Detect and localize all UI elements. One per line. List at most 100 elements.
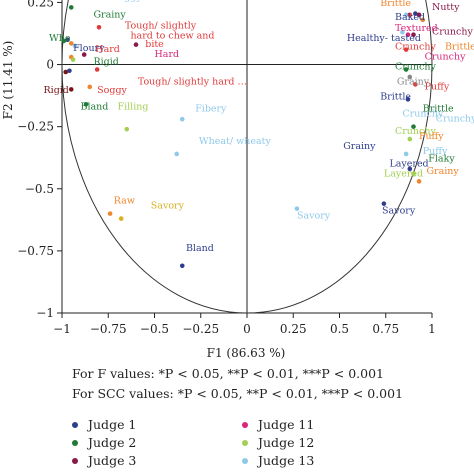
variable-label: Textured — [395, 23, 438, 34]
x-tick-label: 0.25 — [280, 322, 307, 336]
significance-notes: For F values: *P < 0.05, **P < 0.01, ***… — [72, 364, 403, 404]
data-point — [413, 11, 418, 16]
note-f-values: For F values: *P < 0.05, **P < 0.01, ***… — [72, 366, 385, 381]
variable-label: Wheat/ wheaty — [199, 136, 272, 147]
legend-marker — [72, 421, 78, 428]
legend-label: Judge 3 — [88, 453, 137, 468]
x-axis-title: F1 (86.63 %) — [207, 346, 286, 360]
data-point — [407, 166, 413, 172]
data-point — [416, 179, 422, 184]
data-point — [416, 12, 422, 18]
legend-label: Judge 13 — [258, 453, 315, 468]
legend-item-judge-1: Judge 1 — [72, 417, 136, 432]
variable-label: Grainy — [93, 9, 126, 20]
variable-label: Savory — [151, 201, 185, 212]
variable-label: Savory — [382, 206, 416, 217]
variable-label: hard to chew and — [130, 30, 214, 41]
legend-marker — [72, 439, 78, 446]
variable-label: Layered — [384, 168, 423, 179]
variable-label: Crunchy — [432, 27, 473, 38]
legend-label: Judge 2 — [88, 435, 137, 450]
data-point — [405, 32, 411, 38]
variable-label: Rigid — [93, 57, 118, 68]
variable-label: Tough/ slightly hard … — [138, 76, 247, 87]
data-point — [403, 47, 409, 52]
axes-layer — [61, 0, 432, 314]
data-point — [70, 57, 76, 62]
data-point — [403, 67, 409, 72]
data-point — [179, 116, 185, 122]
legend-item-judge-13: Judge 13 — [242, 453, 314, 468]
data-point — [63, 69, 68, 75]
variable-label: Puffy — [419, 131, 444, 142]
variable-label: Tough/ slightly — [125, 21, 197, 32]
variable-label: Healthy- tasted — [347, 33, 421, 44]
data-point — [61, 38, 67, 44]
legend-marker — [242, 421, 248, 428]
y-tick-label: −1 — [36, 306, 54, 320]
data-point — [411, 124, 416, 129]
legend-marker — [72, 457, 78, 464]
y-tick-label: 0.25 — [27, 0, 54, 9]
data-point — [67, 68, 72, 74]
variable-label: Fibery — [195, 104, 227, 115]
variable-label: Brittle — [445, 42, 474, 53]
data-point — [87, 84, 93, 90]
variable-label: Brittle — [423, 104, 454, 115]
data-point — [83, 101, 89, 107]
x-tick-label: 1 — [428, 322, 436, 336]
variable-label: Grainy — [343, 141, 376, 152]
x-tick-label: 0.5 — [330, 322, 349, 336]
y-axis-title: F2 (11.41 %) — [1, 41, 15, 120]
ticks-layer: −1 −0.75 −0.5 −0.25 0 0.25 0.5 0.75 10.250−0.25−… — [17, 0, 436, 336]
variable-label: Floury — [73, 43, 105, 54]
data-point — [411, 171, 416, 177]
variable-label: bite — [145, 39, 164, 50]
data-point — [107, 211, 113, 216]
data-point — [403, 12, 409, 18]
data-point — [400, 29, 405, 35]
variable-label: Hard — [155, 49, 180, 60]
data-point — [174, 151, 179, 157]
data-point — [81, 52, 87, 57]
legend-item-judge-3: Judge 3 — [72, 453, 136, 468]
variable-label: Bland — [81, 101, 109, 112]
x-tick-label: 0.75 — [372, 322, 399, 336]
correlation-circle-plot: HardSolidSoggyGrainyTough/ slightlyhard … — [1, 0, 474, 360]
y-tick-label: −0.75 — [17, 244, 54, 258]
data-point — [179, 263, 185, 269]
data-point — [124, 126, 130, 132]
data-point — [94, 67, 100, 72]
variable-label: Crunchy — [395, 126, 436, 137]
data-point — [407, 12, 413, 18]
variable-label: Rigid — [44, 85, 69, 96]
data-point — [96, 24, 102, 30]
data-point — [68, 41, 74, 46]
variable-label: Raw — [114, 196, 135, 207]
points-layer — [61, 5, 426, 269]
legend-marker — [242, 439, 248, 446]
x-tick-label: −1 — [53, 322, 71, 336]
variable-label: Brittle — [380, 91, 411, 102]
variable-label: Nutty — [432, 2, 460, 13]
data-point — [381, 201, 387, 206]
variable-label: Savory — [297, 211, 331, 222]
x-tick-label: −0.5 — [140, 322, 169, 336]
data-point — [407, 74, 413, 80]
variable-label: Hard — [95, 44, 120, 55]
variable-label: Grainy — [426, 166, 459, 177]
data-point — [72, 43, 78, 49]
y-tick-label: −0.5 — [25, 182, 54, 196]
variable-label: Puffy — [423, 146, 448, 157]
data-point — [411, 32, 416, 38]
variable-label: Crunchy — [425, 52, 466, 63]
variable-label: Crunchy — [436, 114, 474, 125]
variable-label: Grainy — [397, 76, 430, 87]
legend-label: Judge 1 — [88, 417, 137, 432]
x-tick-label: −0.75 — [90, 322, 127, 336]
variable-label: Baked — [395, 12, 425, 23]
variable-label: Crunchy — [402, 109, 443, 120]
data-point — [407, 136, 413, 142]
variable-label: Crunchy — [395, 42, 436, 53]
data-point — [133, 42, 139, 47]
